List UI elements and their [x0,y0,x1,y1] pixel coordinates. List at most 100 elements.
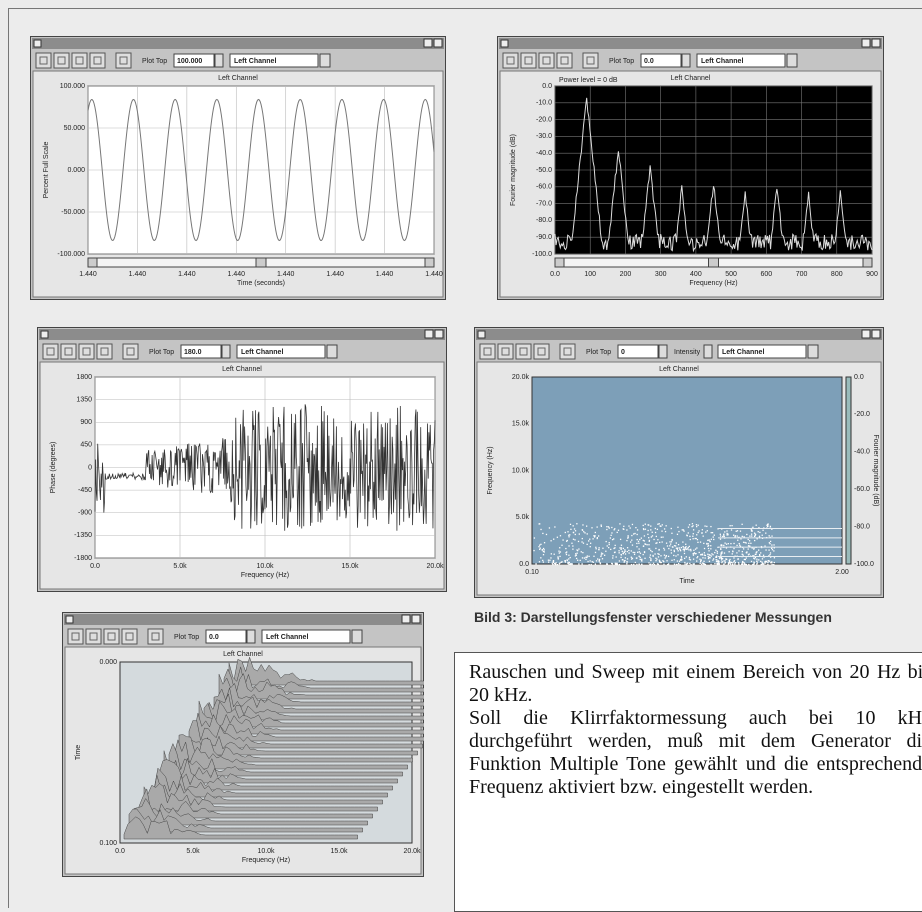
spectrogram-dot [605,550,607,552]
y-tick-label: 15.0k [512,421,530,428]
spectrogram-dot [766,525,769,528]
spectrogram-dot [540,543,542,545]
spectrogram-dot [736,552,738,554]
spectrogram-dot [633,553,636,556]
spectrogram-dot [668,547,670,550]
spectrogram-dot [586,556,588,559]
spectrogram-dot [600,524,602,526]
spectrogram-dot [735,530,737,532]
spectrogram-dot [729,561,731,563]
spectrogram-dot [581,541,583,543]
spectrogram-dot [720,553,722,555]
spectrogram-dot [650,563,652,565]
toolbar-icon [64,347,73,356]
spectrogram-dot [706,543,708,545]
toolbar-icon [560,56,569,65]
spectrogram-dot [753,532,756,534]
spectrogram-dot [680,559,682,561]
spectrogram-dot [624,549,626,551]
spectrogram-dot [578,563,580,565]
spectrogram-dot [683,557,686,560]
spectrogram-dot [768,555,770,557]
spectrogram-dot [754,539,756,542]
x-tick-label: 0.10 [525,569,539,576]
spectrogram-dot [614,563,617,566]
spectrogram-dot [557,557,559,559]
x-tick-label: 1.440 [326,271,344,278]
x-tick-label: 500 [725,271,737,278]
spectrogram-dot [614,544,616,547]
spectrogram-dot [650,525,652,527]
spectrogram-dot [626,547,629,549]
spectrogram-dot [731,553,733,555]
spectrogram-dot [727,562,730,564]
toolbar-button [533,343,550,360]
spectrogram-dot [718,562,720,564]
spectrogram-dot [592,538,594,540]
spectrogram-dot [703,563,706,565]
maximize-button [411,614,421,624]
spectrogram-dot [647,533,649,535]
spectrogram-dot [750,560,753,563]
system-menu [33,39,42,48]
spectrogram-dot [727,563,729,565]
y-tick-label: 450 [80,442,92,449]
spectrogram-dot [759,555,761,557]
spectrogram-dot [616,531,618,534]
plot-top-value: 0 [621,349,625,356]
spectrogram-dot [710,545,712,547]
spectrogram-dot [570,528,572,530]
toolbar-button [115,52,132,69]
spectrogram-dot [572,531,575,534]
spectrogram-dot [649,554,652,556]
spectrogram-dot [689,538,691,541]
spectrogram-dot [634,532,636,535]
spectrogram-dot [719,538,722,540]
spectrogram-dot [598,559,600,561]
spectrogram-dot [663,549,666,551]
spectrogram-dot [713,538,715,541]
spectrogram-dot [690,563,692,566]
spectrogram-dot [558,563,561,565]
spectrogram-dot [773,544,775,546]
spectrogram-dot [624,553,627,555]
spectrogram-dot [624,557,627,559]
spectrogram-dot [601,558,604,560]
spectrogram-dot [712,536,714,538]
spectrogram-dot [696,539,699,541]
spectrogram-dot [594,551,597,554]
spectrogram-dot [582,524,584,526]
spectrogram-dot [584,532,586,534]
spectrogram-dot [568,545,570,547]
spectrogram-dot [742,554,744,556]
spectrogram-dot [687,548,689,550]
channel-combo [261,629,351,644]
app-window: Plot Top 0 Intensity Left Channel Left Chann… [474,327,884,598]
spectrogram-dot [581,563,583,565]
spectrogram-dot [708,560,711,562]
spectrogram-dot [738,563,740,565]
spectrogram-dot [741,523,743,525]
waveform-trace [87,98,435,242]
spectrogram-dot [620,554,623,556]
spectrogram-dot [684,546,687,549]
spectrogram-dot [634,561,636,564]
spectrogram-dot [747,554,750,556]
system-menu [40,330,49,339]
spectrogram-dot [576,549,578,551]
spectrogram-dot [541,549,543,551]
spectrogram-dot [691,523,694,525]
spectrogram-dot [683,530,685,532]
spectrogram-dot [586,543,588,546]
spectrogram-dot [543,551,545,553]
spectrogram-dot [644,523,646,525]
spectrogram-dot [710,538,712,540]
spectrogram-dot [686,563,688,565]
spectrogram-dot [667,563,669,566]
spectrogram-dot [635,526,637,529]
spectrogram-dot [564,561,567,563]
plot-top-label: Plot Top [149,349,174,356]
spectrogram-dot [717,560,720,562]
toolbar-icon [100,347,109,356]
spectrogram-dot [681,529,683,531]
